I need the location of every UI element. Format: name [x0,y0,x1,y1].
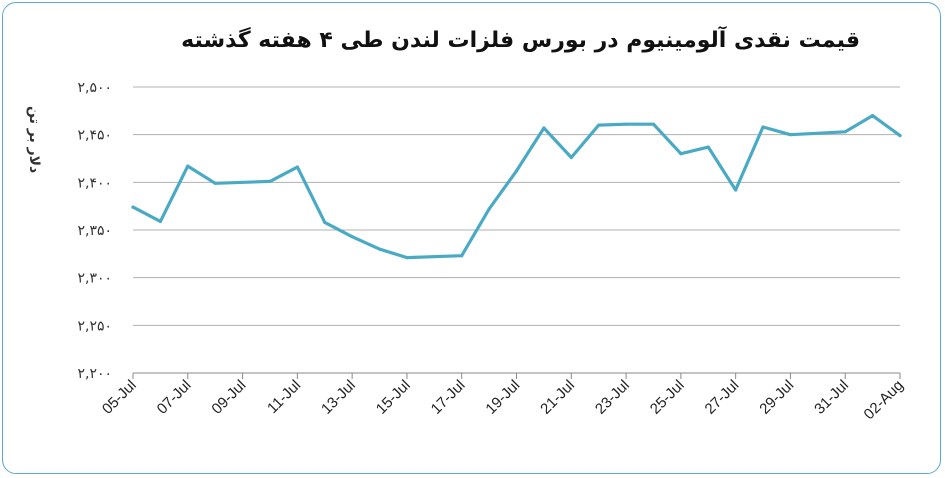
x-tick-label: 07-Jul [154,377,195,418]
data-point [405,256,409,260]
y-tick-label: ۲,۴۰۰ [77,175,112,191]
data-point [706,145,710,149]
x-tick-label: 11-Jul [264,377,304,417]
x-tick-label: 09-Jul [208,377,249,418]
y-tick-label: ۲,۲۵۰ [77,318,112,334]
data-point [460,254,464,258]
data-point [679,152,683,156]
data-point [377,247,382,251]
x-tick-label: 21-Jul [537,377,578,418]
data-point [131,205,135,209]
y-axis-label: دلار بر تن [26,106,42,174]
gridlines [133,86,900,374]
chart-title: قیمت نقدی آلومینیوم در بورس فلزات لندن ط… [181,28,860,53]
data-point [734,188,738,192]
x-tick-label: 13-Jul [318,377,359,418]
x-tick-label: 15-Jul [373,377,414,418]
x-tick-label: 29-Jul [756,377,797,418]
data-point [350,235,354,239]
data-point [158,219,162,224]
x-tick-label: 19-Jul [482,377,523,418]
y-tick-label: ۲,۳۵۰ [77,223,112,239]
data-point [295,165,299,169]
data-point [323,220,327,224]
x-tick-label: 31-Jul [811,377,852,418]
data-point [268,179,272,183]
x-axis: 05-Jul 07-Jul 09-Jul 11-Jul 13-Jul 15-Jul 17-J… [99,372,907,423]
series-line [131,113,902,260]
data-point [788,133,793,137]
y-tick-label: ۲,۴۵۰ [77,128,112,144]
x-tick-label: 17-Jul [428,377,469,418]
y-tick-label: ۲,۵۰۰ [77,80,112,96]
y-tick-labels: ۲,۲۰۰ ۲,۲۵۰ ۲,۳۰۰ ۲,۳۵۰ ۲,۴۰۰ ۲,۴۵۰ ۲,۵۰۰ [77,80,112,382]
data-point [514,169,519,173]
x-tick-label: 27-Jul [702,377,743,418]
data-point [542,126,546,130]
data-point [761,125,765,129]
data-point [186,164,190,168]
y-tick-label: ۲,۲۰۰ [77,366,112,382]
data-point [871,114,875,118]
data-point [487,207,491,211]
data-point [651,122,656,126]
data-point [843,130,847,134]
x-tick-label: 02-Aug [861,377,907,423]
data-point [569,155,573,160]
x-tick-label: 23-Jul [592,377,633,418]
data-point [597,123,601,127]
data-point [898,134,902,138]
y-tick-label: ۲,۳۰۰ [77,271,112,287]
data-point [213,181,217,185]
data-point [624,122,628,126]
x-tick-label: 25-Jul [647,377,688,418]
series-polyline [131,113,902,260]
x-tick-label: 05-Jul [99,377,140,418]
